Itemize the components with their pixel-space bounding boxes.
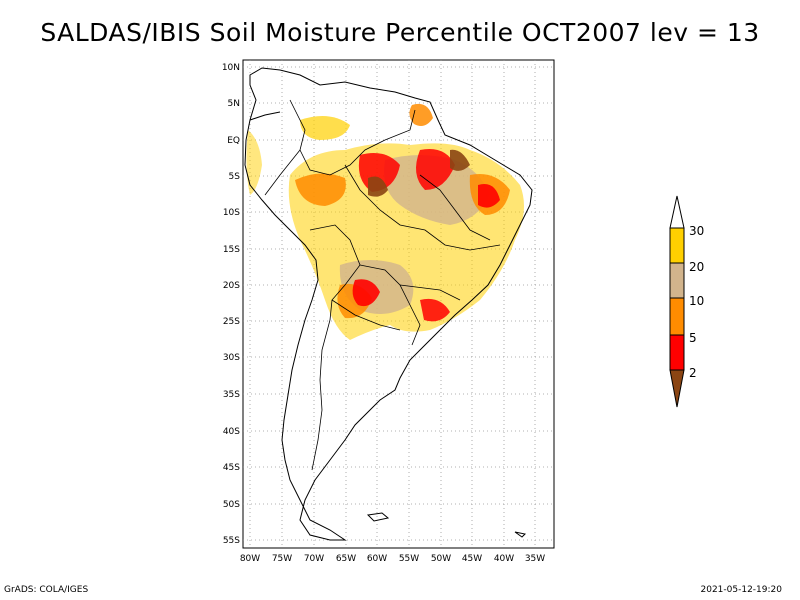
red-region-4 <box>352 279 380 307</box>
colorbar: 30 20 10 5 2 <box>669 195 704 408</box>
brown-region-2 <box>450 149 470 171</box>
lon-tick-label: 65W <box>336 554 356 564</box>
lon-tick-label: 40W <box>494 554 514 564</box>
colorbar-label: 10 <box>689 294 704 308</box>
lat-tick-label: 15S <box>223 245 240 255</box>
colorbar-segment-5 <box>669 334 685 371</box>
latitude-axis: 10N 5N EQ 5S 10S 15S 20S 25S 30S 35S 40S… <box>222 63 240 546</box>
lat-tick-label: 40S <box>223 427 240 437</box>
colorbar-segment-30 <box>669 227 685 264</box>
colorbar-bottom-triangle <box>669 369 685 408</box>
lat-tick-label: 25S <box>223 317 240 327</box>
lon-tick-label: 45W <box>462 554 482 564</box>
country-borders <box>264 99 501 471</box>
orange-region-guiana <box>409 103 433 126</box>
tan-region-central <box>384 155 490 225</box>
map-panel <box>242 59 555 549</box>
lat-tick-label: 30S <box>223 353 240 363</box>
lat-tick-label: 35S <box>223 390 240 400</box>
lat-tick-label: 5S <box>229 172 241 182</box>
footer-credit: GrADS: COLA/IGES <box>4 585 89 595</box>
lon-tick-label: 75W <box>272 554 292 564</box>
colorbar-label: 5 <box>689 331 697 345</box>
lat-tick-label: 10S <box>223 208 240 218</box>
lat-tick-label: EQ <box>227 136 240 146</box>
longitude-axis: 80W 75W 70W 65W 60W 55W 50W 45W 40W 35W <box>240 554 545 564</box>
colorbar-label: 30 <box>689 224 704 238</box>
colorbar-segment-10 <box>669 297 685 336</box>
coastline <box>244 67 533 541</box>
red-region-3 <box>478 184 500 208</box>
lon-tick-label: 60W <box>367 554 387 564</box>
lon-tick-label: 80W <box>240 554 260 564</box>
soil-moisture-shading <box>246 103 524 340</box>
lat-tick-label: 45S <box>223 463 240 473</box>
yellow-region-north <box>300 116 350 140</box>
map-title: SALDAS/IBIS Soil Moisture Percentile OCT… <box>40 18 760 47</box>
lon-tick-label: 70W <box>304 554 324 564</box>
lon-tick-label: 55W <box>399 554 419 564</box>
colorbar-segment-20 <box>669 262 685 299</box>
lat-tick-label: 50S <box>223 500 240 510</box>
lat-tick-label: 5N <box>228 99 240 109</box>
lon-tick-label: 50W <box>431 554 451 564</box>
lat-tick-label: 20S <box>223 281 240 291</box>
lat-tick-label: 10N <box>222 63 240 73</box>
colorbar-label: 2 <box>689 366 697 380</box>
colorbar-top-triangle <box>669 195 685 229</box>
lat-tick-label: 55S <box>223 536 240 546</box>
orange-region-amazon <box>295 173 346 206</box>
yellow-region-west <box>246 130 262 195</box>
brown-region-1 <box>368 176 388 197</box>
lon-tick-label: 35W <box>525 554 545 564</box>
red-region-5 <box>420 298 450 322</box>
footer-timestamp: 2021-05-12-19:20 <box>700 585 783 595</box>
colorbar-label: 20 <box>689 260 704 274</box>
